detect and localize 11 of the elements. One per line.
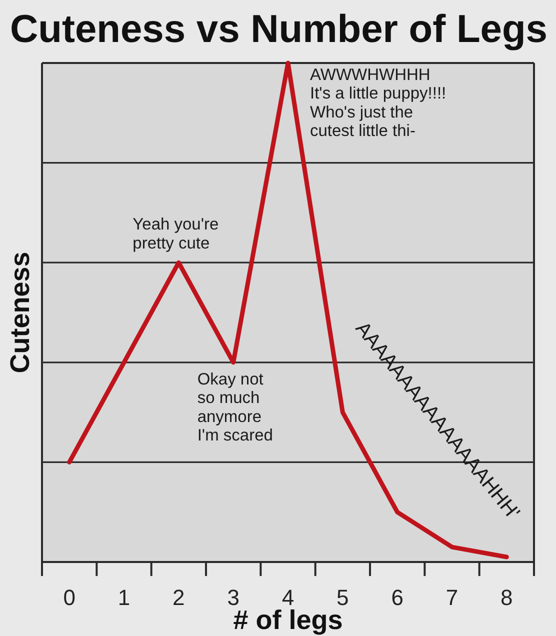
- x-tick-label: 0: [63, 585, 76, 610]
- x-tick-label: 8: [500, 585, 513, 610]
- annotation: Yeah you're pretty cute: [132, 216, 219, 252]
- x-tick-label: 2: [172, 585, 185, 610]
- annotation: Okay not so much anymore I'm scared: [197, 370, 273, 444]
- x-tick-label: 6: [391, 585, 404, 610]
- x-tick-label: 7: [446, 585, 458, 610]
- y-axis-title: Cuteness: [5, 252, 35, 374]
- annotation: AWWWHWHHH It's a little puppy!!!! Who's just the cutest little thi-: [310, 66, 446, 140]
- chart-title: Cuteness vs Number of Legs: [10, 8, 548, 51]
- x-tick-label: 1: [118, 585, 130, 610]
